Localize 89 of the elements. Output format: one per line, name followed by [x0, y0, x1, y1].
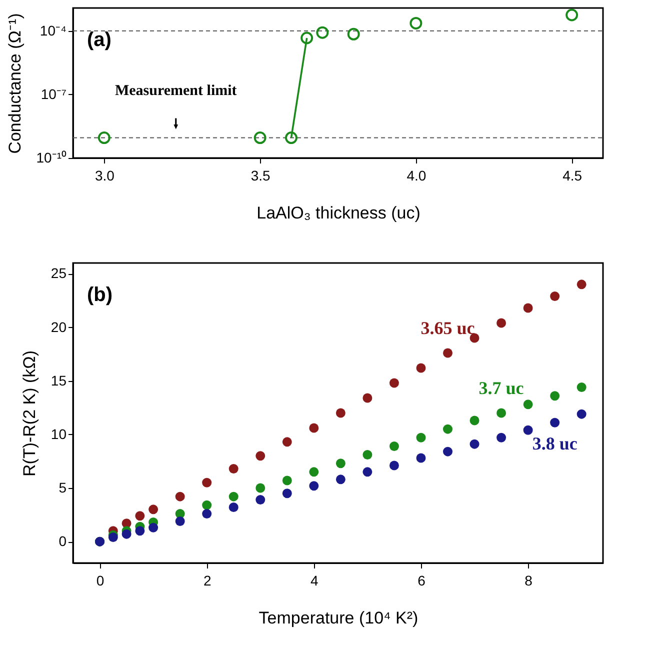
point	[523, 400, 533, 410]
series-label: 3.65 uc	[420, 318, 475, 338]
point	[282, 437, 292, 447]
x-tick-label: 8	[524, 572, 533, 588]
y-axis-title: Conductance (Ω⁻¹)	[5, 13, 24, 154]
point	[347, 28, 360, 40]
y-tick-label: 20	[50, 318, 67, 335]
point	[410, 16, 422, 30]
point	[228, 464, 238, 474]
x-tick-label: 4	[310, 572, 319, 588]
series-label: 3.8 uc	[532, 434, 578, 454]
point	[443, 446, 452, 456]
point	[282, 476, 292, 486]
point	[523, 303, 533, 313]
point	[496, 318, 506, 328]
point	[228, 492, 238, 502]
point	[98, 132, 110, 144]
annotation: Measurement limit	[114, 82, 237, 99]
y-axis-title: R(T)-R(2 K) (kΩ)	[20, 350, 39, 477]
point	[496, 432, 506, 442]
x-axis-title: Temperature (10⁴ K²)	[258, 608, 418, 628]
point	[336, 458, 346, 468]
point	[254, 132, 266, 144]
point	[148, 522, 158, 532]
point	[256, 483, 266, 493]
series-label: 3.7 uc	[478, 378, 524, 398]
point	[470, 439, 480, 449]
point	[175, 492, 185, 502]
y-tick-label: 10⁻⁷	[40, 86, 66, 102]
y-tick-label: 10⁻¹⁰	[36, 150, 66, 166]
x-tick-label: 0	[96, 572, 104, 588]
point	[550, 391, 560, 401]
point	[443, 348, 452, 358]
point	[122, 529, 132, 539]
point	[576, 280, 586, 290]
y-tick-label: 10⁻⁴	[40, 22, 66, 38]
point	[550, 418, 560, 428]
x-tick-label: 4.5	[562, 168, 582, 184]
point	[389, 460, 399, 470]
point	[336, 474, 346, 484]
point	[362, 467, 372, 477]
point	[443, 424, 452, 434]
point	[416, 363, 426, 373]
point	[470, 333, 480, 343]
point	[389, 441, 399, 451]
point	[336, 408, 346, 418]
point	[389, 378, 399, 388]
point	[496, 408, 506, 418]
annotation: (b)	[87, 284, 113, 306]
point	[362, 450, 372, 460]
point	[576, 382, 586, 392]
point	[576, 409, 586, 419]
point	[175, 516, 185, 526]
annotation: (a)	[87, 29, 112, 51]
point	[416, 432, 426, 442]
point	[309, 423, 319, 433]
point	[523, 425, 533, 435]
point	[135, 526, 145, 536]
point	[309, 467, 319, 477]
point	[228, 502, 238, 512]
point	[309, 481, 319, 491]
point	[148, 504, 158, 514]
x-tick-label: 3.5	[250, 168, 270, 184]
y-tick-label: 0	[58, 533, 67, 550]
x-tick-label: 3.0	[94, 168, 115, 184]
point	[566, 8, 578, 22]
point	[202, 478, 212, 488]
y-tick-label: 5	[58, 480, 67, 496]
point	[202, 500, 212, 510]
point	[256, 495, 266, 505]
x-axis-title: LaAlO₃ thickness (uc)	[256, 204, 420, 222]
point	[284, 132, 298, 144]
point	[470, 416, 480, 426]
point	[108, 532, 118, 542]
point	[416, 453, 426, 463]
point	[300, 32, 314, 44]
point	[362, 393, 372, 403]
x-tick-label: 6	[418, 572, 426, 588]
point	[316, 26, 329, 39]
point	[282, 488, 292, 498]
point	[256, 451, 266, 461]
y-tick-label: 25	[50, 265, 67, 282]
point	[550, 291, 560, 301]
point	[135, 511, 145, 521]
point	[202, 508, 212, 518]
x-tick-label: 4.0	[406, 168, 426, 184]
y-tick-label: 10	[50, 426, 67, 442]
x-tick-label: 2	[203, 572, 212, 588]
y-tick-label: 15	[50, 372, 67, 388]
